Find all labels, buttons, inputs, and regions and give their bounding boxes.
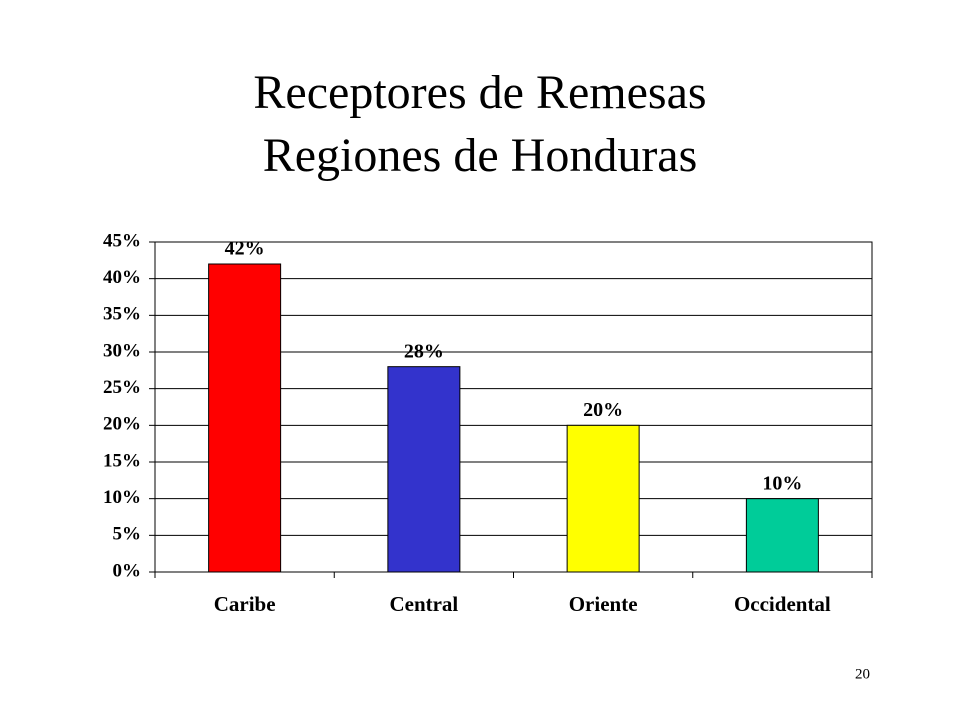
chart-subtitle: Regiones de Honduras	[263, 129, 698, 182]
x-tick-label: Central	[389, 592, 458, 616]
bar	[208, 263, 282, 573]
y-tick-label: 15%	[103, 450, 141, 471]
y-tick-label: 35%	[103, 304, 141, 325]
bar	[566, 424, 640, 573]
y-tick-label: 20%	[103, 414, 141, 435]
y-tick-label: 25%	[103, 377, 141, 398]
y-tick-label: 0%	[113, 560, 142, 581]
slide-number: 20	[855, 666, 870, 682]
bar	[387, 366, 461, 573]
x-tick-label: Occidental	[734, 592, 831, 616]
y-tick-label: 30%	[103, 340, 141, 361]
y-tick-label: 45%	[103, 230, 141, 251]
y-tick-label: 5%	[113, 524, 142, 545]
x-tick-label: Caribe	[214, 592, 276, 616]
bar	[745, 498, 819, 573]
chart-title: Receptores de Remesas	[253, 66, 706, 119]
y-tick-label: 40%	[103, 267, 141, 288]
value-label: 42%	[225, 238, 265, 260]
value-label: 20%	[583, 399, 623, 421]
x-tick-label: Oriente	[569, 592, 638, 616]
y-tick-label: 10%	[103, 487, 141, 508]
value-label: 10%	[762, 472, 802, 494]
value-label: 28%	[404, 340, 444, 362]
